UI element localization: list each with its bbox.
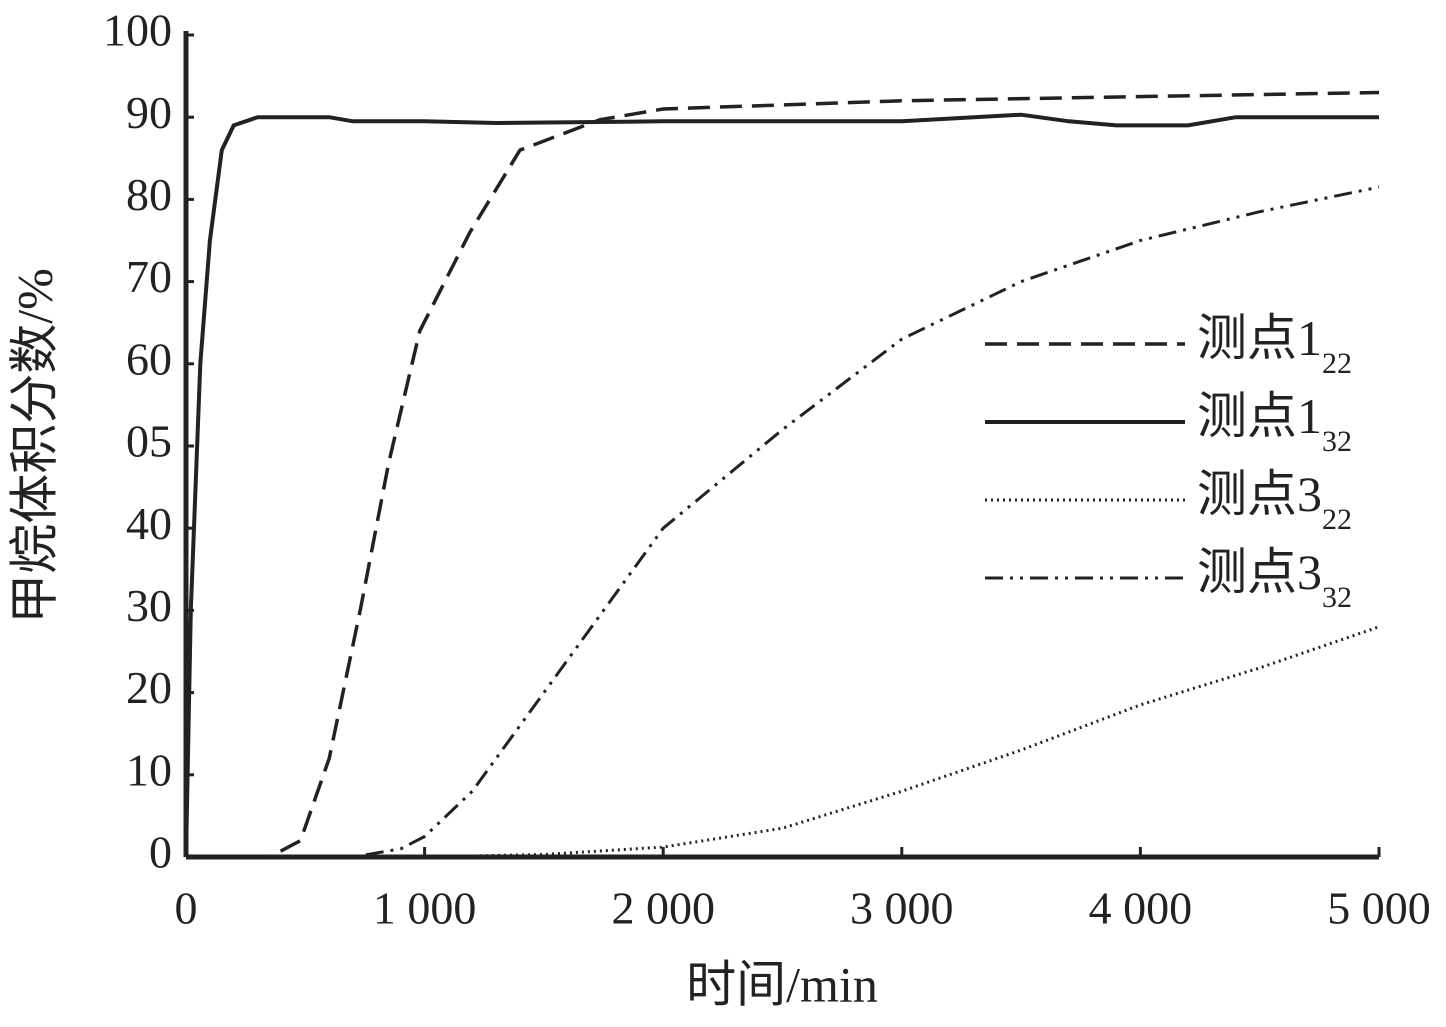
y-tick-label: 90 [126, 87, 172, 138]
x-axis-title: 时间/min [686, 956, 878, 1012]
legend-name: 测点3 [1197, 544, 1322, 600]
y-tick-label: 100 [103, 5, 172, 56]
legend-label: 测点132 [1197, 388, 1352, 457]
x-tick-label: 1 000 [373, 883, 477, 934]
legend-label: 测点122 [1197, 310, 1352, 379]
series-line [184, 112, 1379, 858]
y-axis-title: 甲烷体积分数/% [6, 268, 62, 624]
y-tick-label: 70 [126, 251, 172, 302]
legend-name: 测点3 [1197, 466, 1322, 522]
legend-subscript: 22 [1322, 347, 1352, 380]
x-tick-label: 5 000 [1327, 883, 1431, 934]
legend-subscript: 32 [1322, 425, 1352, 458]
x-tick-label: 3 000 [850, 883, 954, 934]
legend-name: 测点1 [1197, 388, 1322, 444]
y-tick-label: 80 [126, 169, 172, 220]
y-tick-label: 30 [126, 580, 172, 631]
x-tick-label: 4 000 [1089, 883, 1193, 934]
legend-label: 测点322 [1197, 466, 1352, 535]
y-tick-label: 60 [126, 333, 172, 384]
y-tick-label: 20 [126, 662, 172, 713]
series-line [186, 185, 1380, 859]
x-tick-label: 2 000 [611, 883, 715, 934]
series-line [186, 625, 1380, 859]
y-tick-label: 10 [126, 744, 172, 795]
y-tick-label: 40 [126, 498, 172, 549]
x-tick-label: 0 [175, 883, 198, 934]
legend-label: 测点332 [1197, 544, 1352, 613]
legend-name: 测点1 [1197, 310, 1322, 366]
y-tick-label: 0 [149, 827, 172, 878]
y-tick-label: 05 [126, 416, 172, 467]
series-line [186, 90, 1380, 859]
legend-subscript: 32 [1322, 581, 1352, 614]
legend-subscript: 22 [1322, 503, 1352, 536]
